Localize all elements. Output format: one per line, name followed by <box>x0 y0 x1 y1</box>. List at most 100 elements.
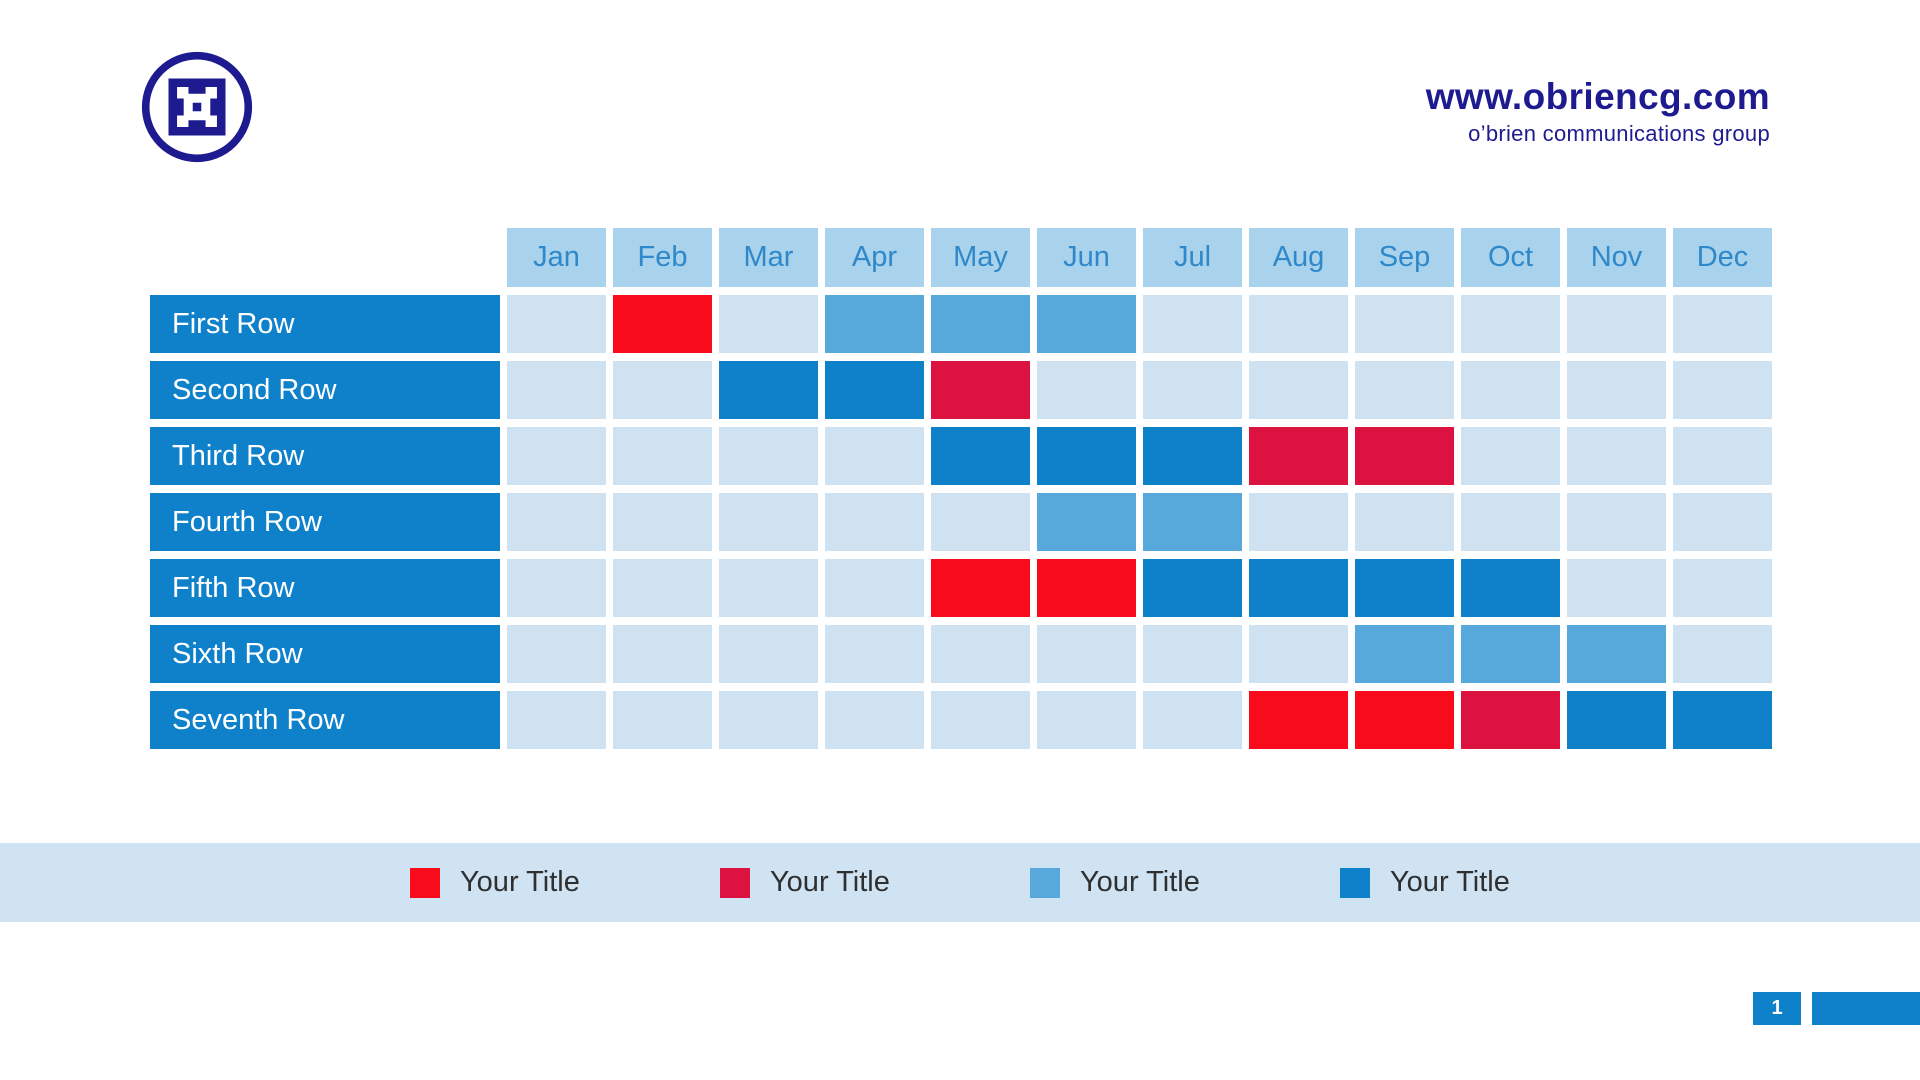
page-number-badge: 1 <box>1753 992 1801 1025</box>
gantt-cell-apr <box>825 427 924 485</box>
gantt-cell-mar <box>719 691 818 749</box>
gantt-cell-oct <box>1461 625 1560 683</box>
gantt-cell-mar <box>719 625 818 683</box>
gantt-cell-mar <box>719 493 818 551</box>
gantt-cell-jun <box>1037 493 1136 551</box>
month-header-feb: Feb <box>613 228 712 287</box>
month-header-aug: Aug <box>1249 228 1348 287</box>
gantt-cell-sep <box>1355 295 1454 353</box>
gantt-cell-feb <box>613 559 712 617</box>
gantt-cell-feb <box>613 493 712 551</box>
gantt-cell-jul <box>1143 625 1242 683</box>
month-header-dec: Dec <box>1673 228 1772 287</box>
gantt-cell-aug <box>1249 295 1348 353</box>
gantt-cell-nov <box>1567 559 1666 617</box>
gantt-cell-nov <box>1567 427 1666 485</box>
gantt-cell-may <box>931 625 1030 683</box>
gantt-cell-dec <box>1673 691 1772 749</box>
gantt-cell-aug <box>1249 493 1348 551</box>
legend-entry: Your Title <box>1030 866 1340 899</box>
gantt-cell-sep <box>1355 361 1454 419</box>
gantt-cell-jul <box>1143 361 1242 419</box>
gantt-cell-feb <box>613 361 712 419</box>
gantt-cell-jul <box>1143 691 1242 749</box>
row-label: Sixth Row <box>150 625 500 683</box>
legend-label: Your Title <box>460 866 580 898</box>
month-header-jun: Jun <box>1037 228 1136 287</box>
gantt-cell-jul <box>1143 493 1242 551</box>
gantt-cell-jun <box>1037 361 1136 419</box>
row-label: First Row <box>150 295 500 353</box>
gantt-cell-apr <box>825 559 924 617</box>
gantt-cell-may <box>931 559 1030 617</box>
month-header-jan: Jan <box>507 228 606 287</box>
row-label: Third Row <box>150 427 500 485</box>
gantt-cell-mar <box>719 559 818 617</box>
crop-marks-icon <box>141 51 253 163</box>
gantt-cell-may <box>931 295 1030 353</box>
gantt-cell-jan <box>507 559 606 617</box>
gantt-cell-dec <box>1673 559 1772 617</box>
gantt-cell-sep <box>1355 625 1454 683</box>
row-label: Seventh Row <box>150 691 500 749</box>
gantt-chart: Jan Feb Mar Apr May Jun Jul Aug Sep Oct Nov Dec Firs… <box>150 228 1772 749</box>
legend-label: Your Title <box>770 866 890 898</box>
gantt-corner <box>150 228 500 287</box>
gantt-cell-jul <box>1143 427 1242 485</box>
legend-entry: Your Title <box>410 866 720 899</box>
gantt-cell-apr <box>825 625 924 683</box>
month-header-oct: Oct <box>1461 228 1560 287</box>
gantt-cell-jan <box>507 691 606 749</box>
gantt-cell-mar <box>719 427 818 485</box>
gantt-cell-aug <box>1249 559 1348 617</box>
gantt-cell-mar <box>719 361 818 419</box>
legend-label: Your Title <box>1080 866 1200 898</box>
gantt-cell-jan <box>507 361 606 419</box>
month-header-sep: Sep <box>1355 228 1454 287</box>
gantt-cell-nov <box>1567 493 1666 551</box>
gantt-cell-jun <box>1037 691 1136 749</box>
gantt-cell-dec <box>1673 295 1772 353</box>
gantt-cell-jun <box>1037 295 1136 353</box>
gantt-cell-nov <box>1567 295 1666 353</box>
gantt-cell-feb <box>613 427 712 485</box>
gantt-cell-jul <box>1143 559 1242 617</box>
legend: Your Title Your Title Your Title Your Title <box>0 843 1920 922</box>
gantt-cell-sep <box>1355 493 1454 551</box>
gantt-cell-nov <box>1567 361 1666 419</box>
gantt-cell-jan <box>507 295 606 353</box>
legend-entry: Your Title <box>1340 866 1650 899</box>
gantt-cell-aug <box>1249 691 1348 749</box>
gantt-cell-jan <box>507 427 606 485</box>
gantt-cell-jun <box>1037 559 1136 617</box>
gantt-cell-dec <box>1673 427 1772 485</box>
gantt-cell-oct <box>1461 493 1560 551</box>
footer-accent-bar <box>1812 992 1920 1025</box>
company-tagline: o’brien communications group <box>1468 121 1770 146</box>
site-block: www.obriencg.com o’brien communications … <box>1426 76 1770 147</box>
company-logo <box>140 50 254 164</box>
gantt-cell-nov <box>1567 691 1666 749</box>
gantt-cell-jan <box>507 625 606 683</box>
gantt-cell-oct <box>1461 691 1560 749</box>
row-label: Fifth Row <box>150 559 500 617</box>
gantt-cell-sep <box>1355 559 1454 617</box>
gantt-cell-dec <box>1673 493 1772 551</box>
gantt-cell-aug <box>1249 427 1348 485</box>
legend-swatch-dark_blue <box>1340 867 1370 898</box>
website-url: www.obriencg.com <box>1425 76 1770 117</box>
gantt-cell-sep <box>1355 427 1454 485</box>
gantt-cell-oct <box>1461 427 1560 485</box>
gantt-cell-may <box>931 427 1030 485</box>
gantt-cell-apr <box>825 295 924 353</box>
legend-label: Your Title <box>1390 866 1510 898</box>
legend-swatch-crimson <box>720 867 750 898</box>
gantt-cell-feb <box>613 691 712 749</box>
gantt-cell-nov <box>1567 625 1666 683</box>
gantt-cell-oct <box>1461 559 1560 617</box>
gantt-cell-oct <box>1461 295 1560 353</box>
gantt-cell-mar <box>719 295 818 353</box>
gantt-cell-jul <box>1143 295 1242 353</box>
gantt-cell-jun <box>1037 625 1136 683</box>
gantt-cell-feb <box>613 295 712 353</box>
